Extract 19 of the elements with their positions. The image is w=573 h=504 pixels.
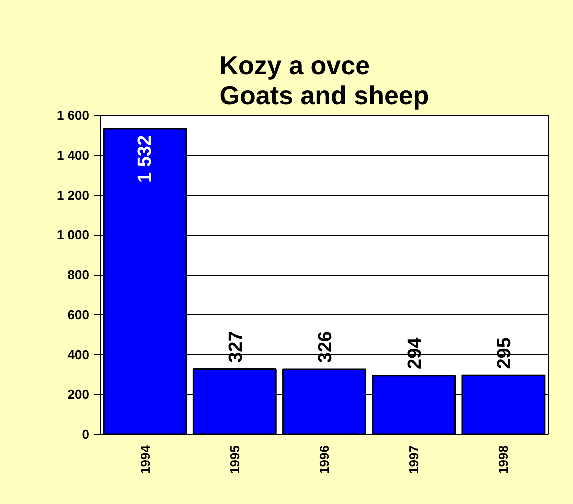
y-tick-label: 1 400 [56, 148, 90, 163]
y-tick-label: 800 [68, 268, 90, 282]
y-tick-label: 0 [82, 427, 90, 442]
data-label: 295 [494, 337, 516, 370]
y-tick-label: 200 [68, 387, 90, 402]
data-label: 294 [405, 337, 426, 370]
data-label: 326 [316, 331, 336, 364]
x-tick-label: 1995 [227, 446, 242, 474]
y-tick-label: 400 [68, 347, 90, 362]
x-tick-label: 1997 [406, 446, 422, 474]
y-tick-label: 1 000 [56, 228, 90, 243]
chart-title: Kozy a ovce Goats and sheep [220, 50, 430, 110]
y-tick-label: 600 [68, 307, 90, 322]
x-tick-label: 1998 [496, 446, 512, 474]
y-tick-label: 1 200 [56, 188, 90, 203]
x-tick-label: 1996 [317, 446, 332, 474]
data-label: 1 532 [134, 135, 156, 183]
y-tick-label: 1 600 [56, 108, 90, 123]
x-tick-label: 1994 [138, 444, 153, 474]
